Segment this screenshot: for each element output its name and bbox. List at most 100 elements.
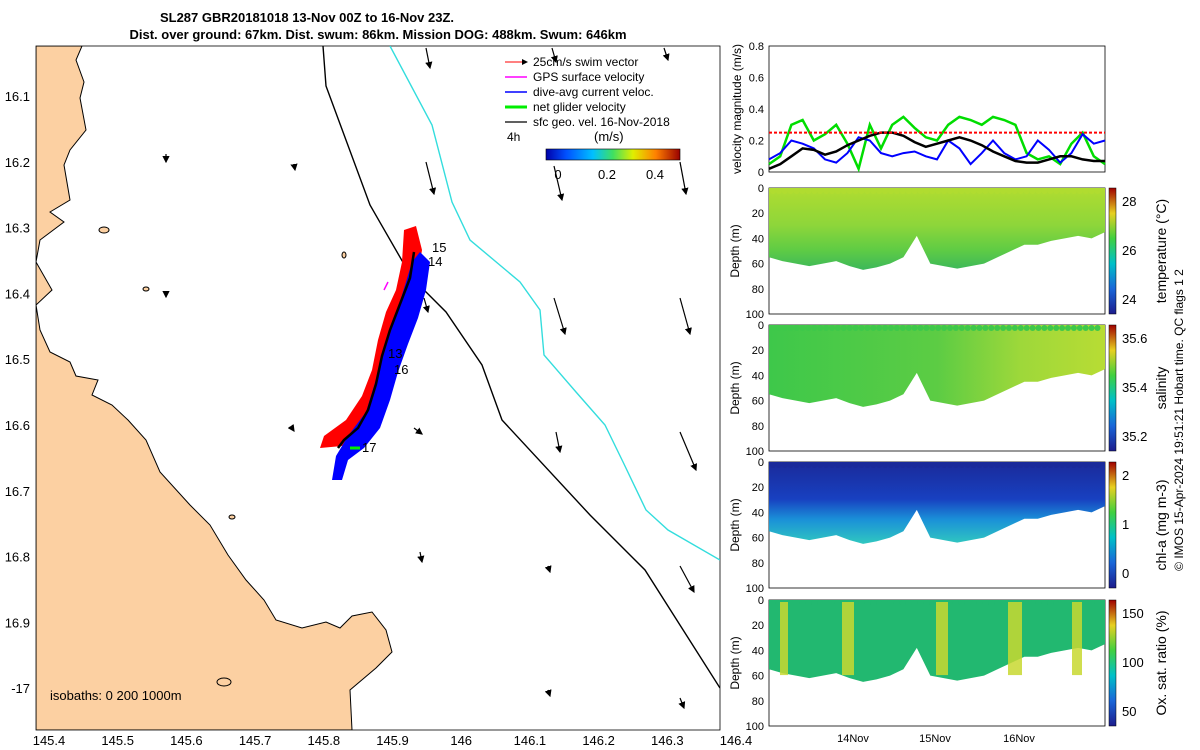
salinity-sample (817, 325, 824, 331)
chl-a-sample (905, 462, 912, 468)
chl-a-sample (864, 462, 871, 468)
chl-a-sample (911, 462, 918, 468)
chl-a-sample (840, 462, 847, 468)
oxygen-saturation-sample (929, 600, 936, 606)
map-x-tick: 146.2 (582, 733, 615, 748)
oxygen-saturation-sample (1065, 600, 1071, 606)
depth-tick: 100 (746, 583, 764, 595)
salinity-sample (834, 325, 841, 331)
oxygen-saturation-sample (1059, 600, 1066, 606)
chl-a-sample (829, 462, 835, 468)
temperature-sample (1059, 188, 1066, 194)
chl-a-sample (958, 462, 965, 468)
salinity-sample (923, 325, 930, 331)
day-label-13: 13 (388, 346, 402, 361)
salinity-sample (823, 325, 830, 331)
temperature-sample (1082, 188, 1089, 194)
depth-tick: 80 (752, 284, 764, 296)
map-y-tick: 16.5 (5, 352, 30, 367)
temperature-sample (781, 188, 788, 194)
chl-a-sample (976, 462, 983, 468)
salinity-section: 0 20 40 60 80 100 Depth (m) 35.2 35.4 35.6 salinit… (728, 320, 1169, 458)
temperature-sample (935, 188, 942, 194)
chl-a-sample (893, 462, 900, 468)
temperature-colorbar-label: temperature (°C) (1153, 199, 1169, 303)
chl-a-colorbar-tick: 2 (1122, 468, 1129, 483)
chl-a-sample (1094, 462, 1101, 468)
velocity-series-sfc-geo-vel- (768, 131, 1105, 170)
chl-a-sample (964, 462, 971, 468)
salinity-sample (781, 325, 788, 331)
temperature-sample (952, 188, 959, 194)
salinity-sample (1059, 325, 1066, 331)
oxygen-saturation-sample (976, 600, 983, 606)
oxygen-saturation-sample (982, 600, 989, 606)
chl-a-sample (876, 462, 883, 468)
salinity-sample (976, 325, 983, 331)
map-x-tick: 146.1 (514, 733, 547, 748)
island (98, 226, 110, 234)
salinity-sample (1029, 325, 1036, 331)
island (228, 514, 236, 520)
velocity-series-dive-avg-current-veloc- (768, 132, 1106, 166)
salinity-sample (988, 325, 995, 331)
salinity-sample (1011, 325, 1018, 331)
temperature-sample (834, 188, 841, 194)
salinity-sample (858, 325, 865, 331)
depth-tick: 60 (752, 533, 764, 545)
chl-a-sample (970, 462, 977, 468)
map-y-tick: 16.2 (5, 155, 30, 170)
salinity-sample (941, 325, 948, 331)
chl-a-sample (870, 462, 877, 468)
temperature-sample (876, 188, 883, 194)
salinity-sample (770, 325, 776, 331)
chl-a-sample (1088, 462, 1095, 468)
temperature-sample (899, 188, 906, 194)
salinity-sample (1047, 325, 1054, 331)
map-y-tick: -17 (11, 681, 30, 696)
oxygen-saturation-colorbar (1108, 599, 1117, 727)
salinity-sample (870, 325, 877, 331)
map-x-tick: 145.9 (376, 733, 409, 748)
chl-a-sample (1082, 462, 1089, 468)
oxygen-saturation-sample (1047, 600, 1054, 606)
temperature-sample (964, 188, 971, 194)
colorbar-tick: 0 (554, 167, 561, 182)
depth-tick: 80 (752, 421, 764, 433)
depth-label: Depth (m) (728, 498, 742, 551)
oxygen-saturation-sample (799, 600, 806, 606)
oxygen-saturation-sample (899, 600, 906, 606)
chl-a-sample (929, 462, 936, 468)
chl-a-sample (1017, 462, 1024, 468)
temperature-sample (988, 188, 995, 194)
salinity-sample (911, 325, 918, 331)
x-tick-15nov: 15Nov (919, 733, 951, 745)
glider-track (320, 226, 430, 480)
chl-a-sample (781, 462, 788, 468)
temperature-sample (923, 188, 930, 194)
oxygen-saturation-sample (923, 600, 930, 606)
legend-gps-velocity: GPS surface velocity (533, 70, 644, 84)
salinity-sample (805, 325, 812, 331)
velocity-series (768, 115, 1106, 173)
chl-a-sample (805, 462, 812, 468)
velocity-y-tick: 0.4 (749, 104, 764, 116)
temperature-sample (1041, 188, 1048, 194)
oxygen-saturation-sample (852, 600, 859, 606)
oxygen-saturation-sample (793, 600, 800, 606)
legend-net-velocity: net glider velocity (533, 100, 626, 114)
salinity-sample (905, 325, 912, 331)
chl-a-sample (941, 462, 948, 468)
chl-a-sample (888, 462, 894, 468)
oxygen-saturation-sample (1082, 600, 1089, 606)
map-y-tick: 16.3 (5, 221, 30, 236)
temperature-sample (1076, 188, 1083, 194)
chl-a-sample (935, 462, 942, 468)
island (341, 251, 347, 259)
depth-tick: 100 (746, 446, 764, 458)
map-x-axis: 145.4 145.5 145.6 145.7 145.8 145.9 146 146.1 14… (33, 733, 753, 748)
salinity-sample (1053, 325, 1060, 331)
depth-tick: 100 (746, 721, 764, 733)
depth-label: Depth (m) (728, 636, 742, 689)
map-y-tick: 16.7 (5, 484, 30, 499)
